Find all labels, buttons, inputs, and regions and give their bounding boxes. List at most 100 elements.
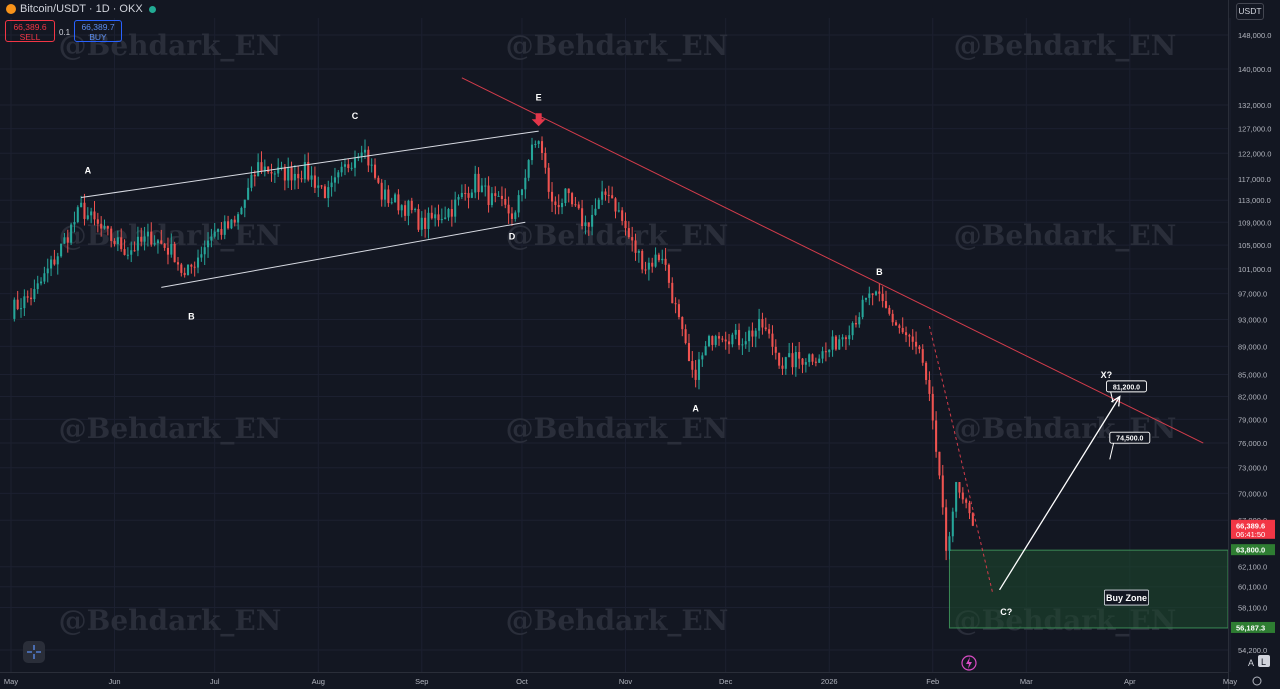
candle: [667, 263, 670, 289]
candle-body: [707, 336, 711, 347]
candle: [971, 512, 974, 527]
candle: [524, 169, 527, 199]
candle-body: [343, 164, 347, 167]
projection-dotted-line: [928, 325, 994, 595]
candle-body: [691, 361, 694, 370]
candle: [905, 326, 908, 343]
watermark-text: @Behdark_EN: [59, 604, 282, 637]
candle: [230, 218, 233, 230]
wave-label: B: [876, 267, 883, 277]
candle: [764, 317, 767, 332]
candle-body: [434, 214, 437, 219]
candle-body: [520, 189, 524, 196]
candle-body: [731, 334, 734, 345]
candle: [180, 262, 183, 277]
candle: [200, 246, 203, 262]
candle-body: [844, 337, 847, 340]
projection-arrow-line: [999, 396, 1121, 591]
candle-body: [955, 482, 958, 512]
candle: [136, 226, 139, 257]
candle-body: [768, 329, 771, 334]
candle: [861, 295, 864, 320]
candle: [544, 147, 547, 174]
candle-body: [564, 188, 567, 203]
candle: [844, 335, 847, 350]
sell-button[interactable]: 66,389.6 SELL: [5, 20, 55, 42]
candle: [748, 326, 751, 352]
candle-body: [497, 195, 500, 197]
candle-body: [644, 269, 647, 271]
candle: [945, 499, 948, 561]
candle-body: [854, 323, 857, 325]
candle: [474, 165, 477, 199]
y-axis-tick-label: 97,000.0: [1238, 290, 1267, 299]
candle: [160, 229, 163, 245]
x-axis-tick-label: Feb: [926, 677, 939, 686]
candle-body: [287, 167, 290, 181]
candle: [527, 159, 530, 182]
candle: [320, 184, 323, 189]
candle: [207, 232, 210, 258]
candle-body: [911, 336, 914, 342]
candle: [641, 249, 644, 274]
candle-body: [647, 262, 650, 270]
candle: [460, 184, 463, 200]
candle: [43, 266, 46, 285]
buy-price: 66,389.7: [81, 22, 115, 32]
candle-body: [153, 243, 156, 245]
candle-body: [677, 304, 680, 318]
candle: [697, 351, 701, 390]
buy-button[interactable]: 66,389.7 BUY: [74, 20, 122, 42]
candle-body: [948, 536, 951, 551]
candle-body: [83, 202, 86, 219]
candle-body: [233, 219, 236, 223]
candle-body: [771, 333, 774, 347]
candle: [497, 191, 500, 197]
candle: [394, 192, 397, 203]
candle-body: [901, 327, 904, 333]
candle: [591, 204, 594, 236]
price-tag-text: 66,389.6: [1236, 521, 1265, 530]
candle-body: [400, 205, 403, 211]
candle: [801, 358, 804, 374]
candle-body: [561, 202, 564, 208]
candle-body: [761, 318, 764, 328]
x-axis-tick-label: May: [4, 677, 18, 686]
candle: [170, 233, 173, 258]
candle-body: [444, 217, 447, 220]
candle-body: [587, 222, 590, 227]
candle: [360, 145, 363, 163]
candle-body: [814, 361, 817, 363]
target-callout-line: [1109, 442, 1115, 460]
candle: [387, 185, 390, 207]
candle-body: [604, 191, 607, 195]
candle: [373, 158, 377, 180]
candle-body: [828, 349, 831, 353]
candle: [604, 188, 607, 201]
candle: [761, 312, 764, 335]
candle-body: [53, 259, 56, 265]
candle: [557, 194, 560, 215]
candle-body: [247, 187, 250, 200]
crosshair-tool-icon[interactable]: [23, 641, 45, 663]
candle-body: [657, 254, 660, 261]
candle: [734, 323, 737, 340]
candle-body: [317, 185, 320, 188]
countdown-text: 06:41:50: [1236, 530, 1265, 539]
target-callout-text: 74,500.0: [1116, 436, 1143, 443]
candle: [307, 152, 310, 182]
candle-body: [196, 257, 200, 268]
candle: [854, 315, 857, 328]
candle: [130, 241, 133, 263]
candle: [73, 211, 76, 233]
candle: [714, 334, 717, 348]
candle: [821, 346, 824, 364]
currency-button[interactable]: USDT: [1236, 3, 1264, 20]
candle-body: [313, 175, 316, 188]
candle-body: [540, 141, 544, 153]
candle: [551, 182, 554, 213]
candle-body: [190, 264, 193, 267]
candle: [631, 226, 634, 252]
wave-label: E: [536, 92, 542, 102]
